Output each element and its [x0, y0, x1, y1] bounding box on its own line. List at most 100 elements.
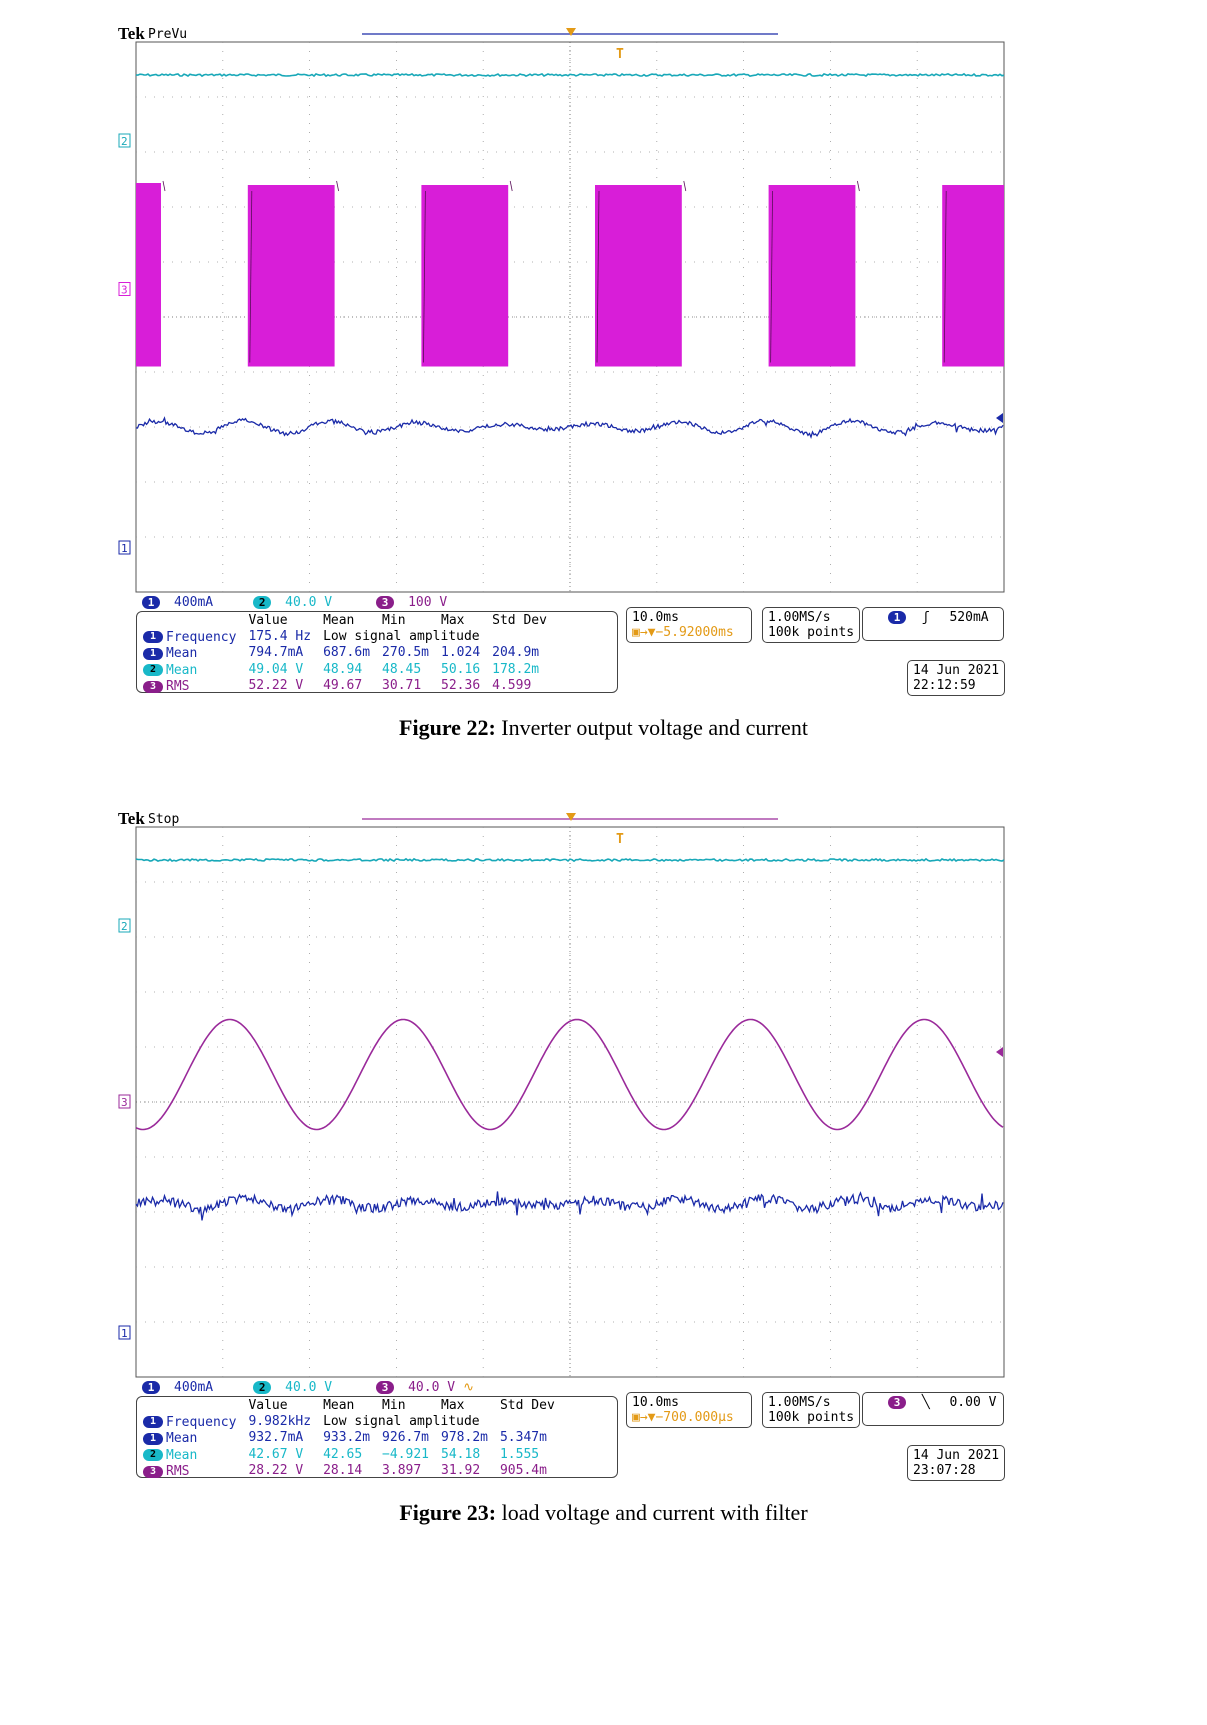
figure-23-caption: Figure 23: load voltage and current with… [0, 1500, 1207, 1526]
ch2-ground-marker [118, 133, 131, 148]
scope-display: T 2 3 1 [118, 813, 1005, 1378]
header-max: Max [441, 1397, 465, 1413]
ch3-edge-line [857, 180, 860, 192]
meas-row: 2 Mean 49.04 V 48.94 48.45 50.16 178.2m [137, 661, 553, 678]
ch3-pwm-block [136, 183, 161, 367]
horizontal-position: →▼−5.92000ms [639, 625, 734, 640]
trigger-level: 0.00 V [949, 1395, 997, 1410]
trigger-position-icon: ▣ [632, 625, 640, 640]
trigger-level: 520mA [949, 610, 989, 625]
ch1-ground-marker [118, 1325, 131, 1340]
ch2-ground-marker [118, 918, 131, 933]
ch3-pwm-block [595, 185, 682, 367]
header-min: Min [382, 1397, 406, 1413]
time: 23:07:28 [913, 1463, 976, 1478]
ch2-scale: 40.0 V [285, 595, 333, 610]
trigger-source: 1 [888, 611, 906, 624]
ch2-trace [135, 857, 1005, 863]
record-length: 100k points [768, 1410, 855, 1425]
header-value: Value [248, 612, 288, 628]
meas-row: 2 Mean 42.67 V 42.65 −4.921 54.18 1.555 [137, 1446, 561, 1463]
ch3-pwm-block [421, 185, 509, 367]
ch3-edge-line [162, 180, 166, 192]
sample-rate: 1.00MS/s [768, 610, 831, 625]
ch1-trace [135, 416, 1004, 440]
ch3-scale: 40.0 V [408, 1380, 456, 1395]
date: 14 Jun 2021 [913, 663, 1000, 678]
caption-label: Figure 23: [399, 1500, 497, 1525]
time: 22:12:59 [913, 678, 976, 693]
ch3-edge-line [596, 190, 600, 363]
trigger-marker: T [616, 832, 624, 847]
header-std-dev: Std Dev [499, 1397, 555, 1413]
ch1-scale: 400mA [174, 1380, 214, 1395]
ch1-trace [135, 1191, 1004, 1221]
caption-text: load voltage and current with filter [501, 1500, 808, 1525]
ch3-scale: 100 V [408, 595, 448, 610]
timebase-readout: 10.0ms ▣→▼−5.92000ms [626, 607, 752, 643]
acquisition-status: Stop [148, 812, 180, 827]
ch3-edge-line [943, 190, 947, 363]
meas-row: 1 Mean 932.7mA 933.2m 926.7m 978.2m 5.347… [137, 1430, 561, 1446]
date: 14 Jun 2021 [913, 1448, 1000, 1463]
tek-logo: Tek [118, 809, 145, 828]
trigger-marker: T [616, 47, 624, 62]
ch2-marker-label: 2 [121, 920, 128, 933]
ch3-badge: 3 [376, 596, 395, 609]
ch3-marker-label: 3 [121, 284, 128, 297]
caption-label: Figure 22: [399, 715, 496, 740]
graticule-frame [135, 826, 1005, 1378]
trigger-level-icon [996, 413, 1003, 423]
datetime-readout: 14 Jun 2021 23:07:28 [907, 1445, 1006, 1481]
record-length: 100k points [768, 625, 855, 640]
header-min: Min [382, 612, 406, 628]
ch3-edge-line [509, 180, 513, 192]
measurement-table: Value Mean Min Max Std Dev 1 Frequency 17… [136, 611, 618, 694]
trigger-level-icon [996, 1047, 1003, 1057]
ch2-badge: 2 [253, 1381, 272, 1394]
time-per-div: 10.0ms [632, 1395, 679, 1410]
tek-logo: Tek [118, 24, 145, 43]
ch1-badge: 1 [142, 1381, 160, 1394]
ch3-edge-line [423, 190, 426, 363]
ch1-badge: 1 [142, 596, 160, 609]
ch1-marker-label: 1 [121, 1327, 128, 1340]
ch3-edge-line [249, 190, 253, 363]
ch3-ground-marker [118, 282, 131, 296]
trigger-slope-icon: ʃ [921, 610, 930, 625]
acquisition-readout: 1.00MS/s 100k points [762, 607, 861, 643]
figure-22-caption: Figure 22: Inverter output voltage and c… [0, 715, 1207, 741]
meas-row: 3 RMS 52.22 V 49.67 30.71 52.36 4.599 [137, 678, 553, 694]
ch3-badge: 3 [376, 1381, 395, 1394]
sample-rate: 1.00MS/s [768, 1395, 831, 1410]
ch3-edge-line [683, 180, 687, 192]
horizontal-position: →▼−700.000µs [639, 1410, 734, 1425]
acquisition-status: PreVu [148, 27, 188, 42]
trigger-position-icon: ▣ [632, 1410, 640, 1425]
ch3-ground-marker [118, 1094, 131, 1109]
bandwidth-limit-icon: ∿ [463, 1380, 474, 1395]
meas-row: 1 Frequency 9.982kHz Low signal amplitude [137, 1413, 561, 1430]
ch2-trace [135, 72, 1005, 78]
header-max: Max [441, 612, 465, 628]
ch3-marker-label: 3 [121, 1096, 128, 1109]
ch1-scale: 400mA [174, 595, 214, 610]
ch3-edge-line [770, 190, 773, 363]
header-value: Value [248, 1397, 288, 1413]
channel-scale-bar: 1 400mA 2 40.0 V 3 100 V [142, 595, 447, 610]
trigger-position-icon [566, 28, 576, 36]
timebase-readout: 10.0ms ▣→▼−700.000µs [626, 1392, 752, 1428]
ch3-pwm-block [247, 185, 335, 367]
meas-row: 1 Mean 794.7mA 687.6m 270.5m 1.024 204.9m [137, 645, 553, 661]
header-mean: Mean [323, 1397, 355, 1413]
ch3-trace [135, 1018, 1004, 1131]
ch2-marker-label: 2 [121, 135, 128, 148]
ch2-scale: 40.0 V [285, 1380, 333, 1395]
ch3-pwm-block [768, 185, 856, 367]
header-mean: Mean [323, 612, 355, 628]
meas-row: 1 Frequency 175.4 Hz Low signal amplitude [137, 628, 553, 645]
ch3-pwm-block [942, 185, 1004, 367]
trigger-source: 3 [888, 1396, 906, 1409]
scope-figure-23: Tek Stop T 2 3 1 1 400mA 2 40.0 V 3 40.0 V … [0, 785, 1207, 1565]
